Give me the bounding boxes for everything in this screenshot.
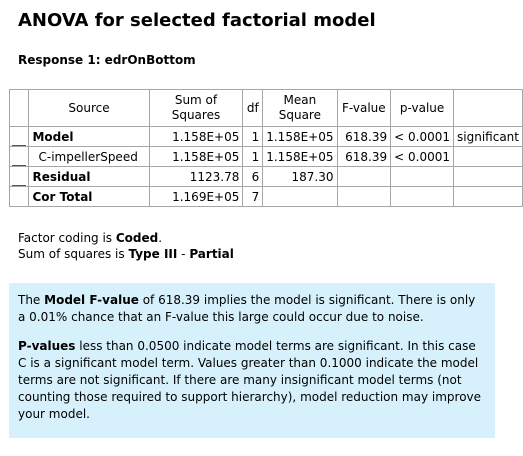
- col-header-mean-square[interactable]: Mean Square: [262, 89, 338, 127]
- anova-table: Source Sum of Squares df Mean Square F-val…: [8, 89, 523, 207]
- sum-of-squares-type-line: Sum of squares is Type III - Partial: [18, 247, 234, 261]
- cell-source: Model: [28, 126, 150, 147]
- cell-df: 1: [242, 146, 264, 167]
- cell-mean-square: 1.158E+05: [262, 126, 338, 147]
- row-selector[interactable]: [8, 186, 30, 207]
- table-row-cor-total[interactable]: Cor Total 1.169E+05 7: [8, 186, 523, 207]
- cell-significance-note: [453, 186, 523, 207]
- table-row-c-impellerspeed[interactable]: C-impellerSpeed 1.158E+05 1 1.158E+05 61…: [8, 146, 523, 167]
- cell-sum-of-squares: 1.158E+05: [148, 146, 244, 167]
- row-selector[interactable]: [8, 166, 30, 187]
- table-row-residual[interactable]: Residual 1123.78 6 187.30: [8, 166, 523, 187]
- factor-coding-line: Factor coding is Coded.: [18, 231, 163, 245]
- cell-source: C-impellerSpeed: [28, 146, 150, 167]
- interpretation-notes: The Model F-value of 618.39 implies the …: [9, 283, 495, 438]
- cell-df: 6: [242, 166, 264, 187]
- cell-significance-note: [453, 146, 523, 167]
- row-selector-header: [8, 89, 30, 127]
- cell-mean-square: [262, 186, 338, 207]
- coding-info: Factor coding is Coded. Sum of squares i…: [18, 230, 234, 262]
- col-header-note: [453, 89, 523, 127]
- col-header-sum-of-squares[interactable]: Sum of Squares: [148, 89, 244, 127]
- cell-f-value: 618.39: [336, 126, 392, 147]
- cell-sum-of-squares: 1.169E+05: [148, 186, 244, 207]
- cell-p-value: < 0.0001: [390, 126, 455, 147]
- cell-sum-of-squares: 1.158E+05: [148, 126, 244, 147]
- col-header-f-value[interactable]: F-value: [336, 89, 392, 127]
- cell-df: 7: [242, 186, 264, 207]
- cell-significance-note: [453, 166, 523, 187]
- cell-mean-square: 1.158E+05: [262, 146, 338, 167]
- cell-f-value: 618.39: [336, 146, 392, 167]
- cell-df: 1: [242, 126, 264, 147]
- cell-f-value: [336, 166, 392, 187]
- cell-source: Cor Total: [28, 186, 150, 207]
- row-selector[interactable]: [8, 126, 30, 147]
- col-header-source[interactable]: Source: [28, 89, 150, 127]
- cell-source: Residual: [28, 166, 150, 187]
- table-row-model[interactable]: Model 1.158E+05 1 1.158E+05 618.39 < 0.0…: [8, 126, 523, 147]
- col-header-p-value[interactable]: p-value: [390, 89, 455, 127]
- cell-sum-of-squares: 1123.78: [148, 166, 244, 187]
- page-title: ANOVA for selected factorial model: [18, 10, 376, 31]
- p-values-note: P-values less than 0.0500 indicate model…: [18, 339, 482, 421]
- model-f-value-note: The Model F-value of 618.39 implies the …: [18, 293, 476, 324]
- col-header-df[interactable]: df: [242, 89, 264, 127]
- cell-f-value: [336, 186, 392, 207]
- cell-p-value: [390, 166, 455, 187]
- cell-p-value: [390, 186, 455, 207]
- response-label: Response 1: edrOnBottom: [18, 53, 196, 67]
- cell-mean-square: 187.30: [262, 166, 338, 187]
- row-selector[interactable]: [8, 146, 30, 167]
- table-header-row: Source Sum of Squares df Mean Square F-val…: [8, 89, 523, 127]
- cell-p-value: < 0.0001: [390, 146, 455, 167]
- cell-significance-note: significant: [453, 126, 523, 147]
